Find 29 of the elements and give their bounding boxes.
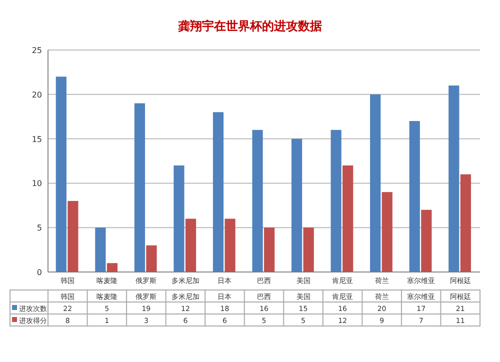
bar: [421, 210, 432, 272]
bar: [185, 218, 196, 272]
bar: [264, 228, 275, 272]
bar: [382, 192, 392, 272]
bar: [146, 245, 157, 272]
y-tick-label: 0: [36, 268, 42, 277]
bar: [342, 165, 354, 272]
y-tick-label: 10: [32, 179, 42, 188]
bar: [460, 174, 471, 272]
y-tick-label: 20: [32, 90, 42, 100]
bar: [409, 121, 420, 272]
y-tick-label: 5: [36, 224, 42, 233]
bar: [174, 165, 184, 272]
chart-title: 龚翔宇在世界杯的进攻数据: [178, 19, 322, 33]
bar: [291, 138, 302, 272]
bar: [95, 228, 106, 272]
bar: [252, 130, 263, 272]
bar: [106, 263, 118, 272]
y-tick-label: 25: [32, 46, 42, 55]
y-tick-label: 15: [32, 134, 42, 144]
bar: [303, 228, 314, 272]
bar: [68, 200, 78, 272]
bar: [370, 94, 381, 272]
bar: [134, 103, 146, 272]
bar: [224, 218, 236, 272]
bar: [330, 130, 342, 272]
bar: [448, 86, 460, 272]
bar: [212, 112, 224, 272]
bar: [56, 76, 66, 272]
